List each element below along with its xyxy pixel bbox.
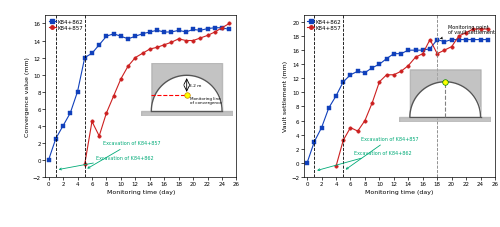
- Y-axis label: Convergence value (mm): Convergence value (mm): [25, 57, 30, 136]
- Text: Excavation of K84+857: Excavation of K84+857: [88, 141, 160, 168]
- Text: Excavation of K84+862: Excavation of K84+862: [60, 155, 153, 170]
- Legend: K84+862, K84+857: K84+862, K84+857: [48, 19, 84, 32]
- Text: Excavation of K84+862: Excavation of K84+862: [318, 150, 412, 171]
- Text: Excavation of K84+857: Excavation of K84+857: [346, 136, 419, 169]
- Legend: K84+862, K84+857: K84+862, K84+857: [306, 19, 342, 32]
- Text: Monitoring point
of vault settlement: Monitoring point of vault settlement: [440, 25, 495, 40]
- X-axis label: Monitoring time (day): Monitoring time (day): [365, 189, 434, 194]
- Y-axis label: Vault settlement (mm): Vault settlement (mm): [284, 61, 288, 132]
- X-axis label: Monitoring time (day): Monitoring time (day): [106, 189, 175, 194]
